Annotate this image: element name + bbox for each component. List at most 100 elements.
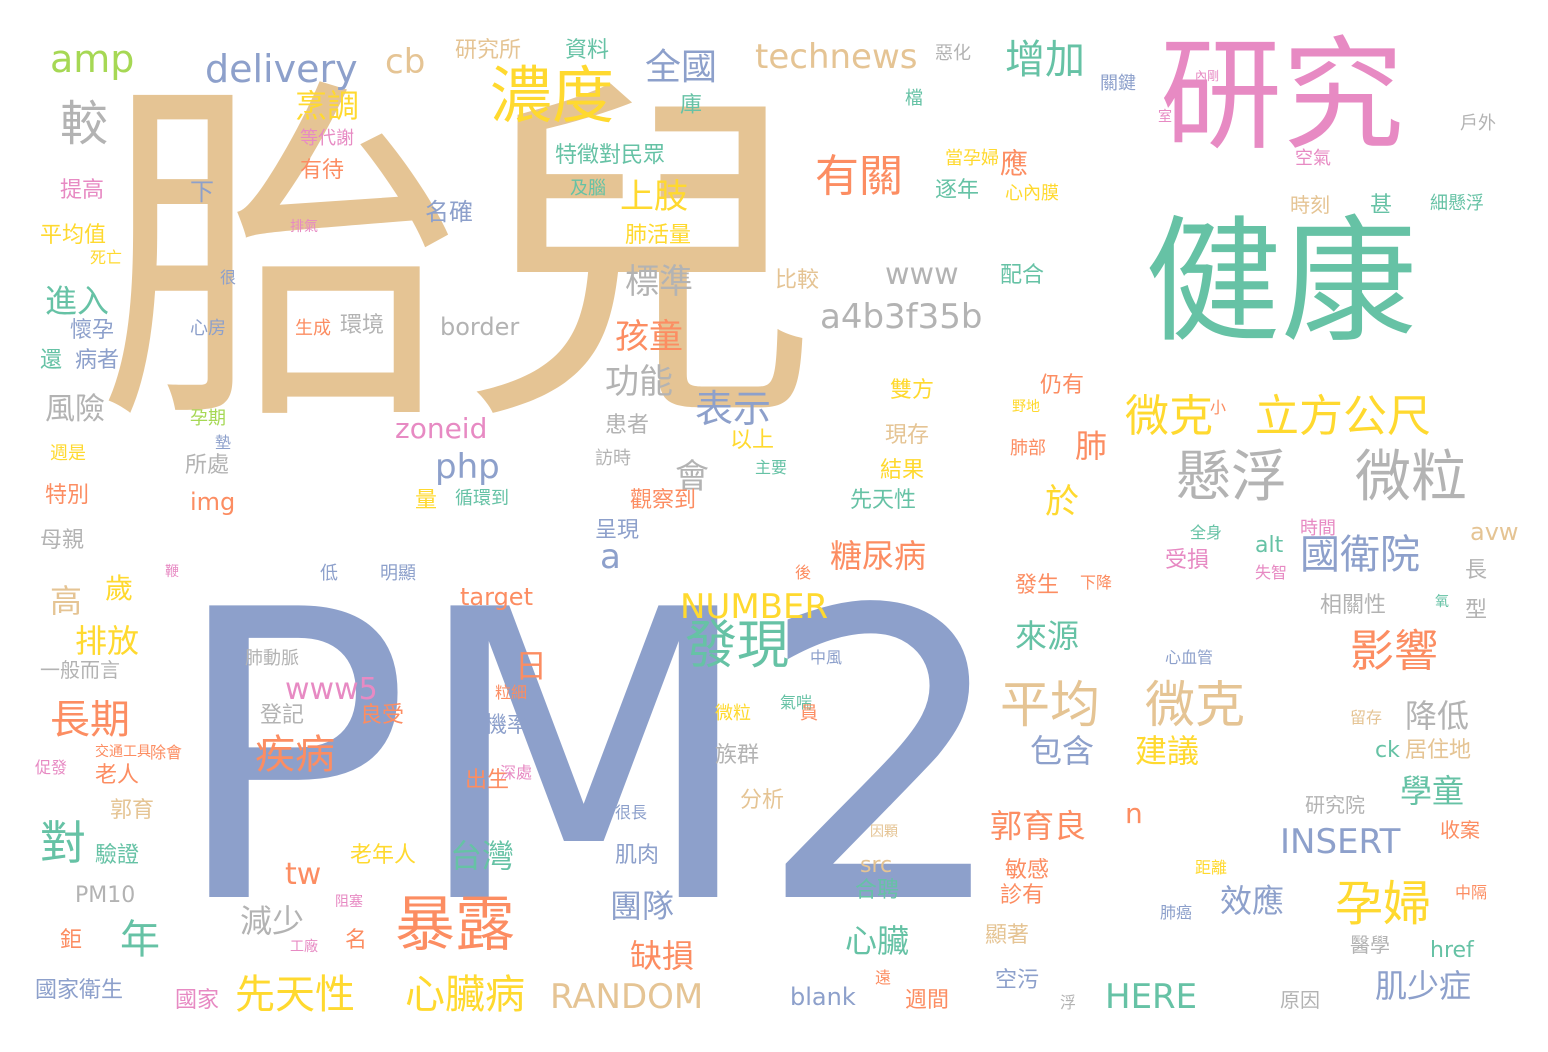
word: 時刻 [1290, 193, 1330, 217]
word: 除會 [150, 743, 183, 762]
word: 呈現 [595, 518, 640, 543]
word: 距離 [1195, 858, 1228, 877]
word: 室 [1158, 109, 1172, 125]
word: 平均值 [40, 223, 107, 248]
word: 建議 [1135, 732, 1200, 770]
word: 週間 [905, 988, 950, 1013]
word: 立方公尺 [1255, 391, 1431, 442]
word: 庫 [680, 93, 703, 118]
word: 特徵對民眾 [555, 143, 666, 168]
word: 醫學 [1350, 933, 1390, 957]
word: 肌肉 [615, 843, 660, 868]
word: 名 [345, 928, 368, 953]
word: 孕婦 [1335, 876, 1432, 932]
word: 老人 [95, 763, 140, 788]
word: 先天性 [235, 972, 355, 1018]
word: cb [385, 42, 426, 82]
word: 標準 [625, 262, 693, 302]
word: 郭育 [110, 798, 155, 823]
word: 胎兒 [100, 50, 820, 469]
word: technews [755, 37, 918, 77]
word: 氣喘 [780, 693, 813, 712]
word: INSERT [1280, 822, 1401, 862]
word: 低 [320, 563, 338, 584]
word: 資料 [565, 38, 610, 63]
word: 明顯 [380, 563, 416, 584]
word: 病者 [75, 348, 120, 373]
word: 會 [675, 457, 709, 497]
word: www5 [285, 672, 378, 707]
word: 阻塞 [335, 894, 363, 910]
word: 下降 [1080, 573, 1113, 592]
word: 以上 [730, 428, 775, 453]
word: 時間 [1300, 518, 1336, 539]
word: 出生 [465, 768, 510, 793]
word: 原因 [1280, 988, 1320, 1012]
word: 日 [515, 647, 548, 685]
word: 上肢 [620, 177, 688, 217]
word: 等代謝 [300, 128, 354, 149]
word: NUMBER [680, 587, 829, 627]
word: 功能 [605, 362, 673, 402]
word: 國衛院 [1300, 532, 1420, 578]
word: 循環到 [455, 488, 509, 509]
word: 空污 [995, 968, 1040, 993]
word: 微克 [1125, 391, 1213, 442]
word: href [1430, 938, 1474, 963]
word: 國家衛生 [35, 978, 124, 1003]
word: 觀察到 [630, 488, 697, 513]
word: 仍有 [1040, 373, 1085, 398]
word: 患者 [605, 413, 650, 438]
word: 檔 [905, 88, 923, 109]
word: 全身 [1190, 523, 1223, 542]
word: alt [1255, 533, 1284, 558]
word: 增加 [1005, 37, 1085, 83]
word: 結果 [880, 458, 925, 483]
word: 中隔 [1455, 883, 1488, 902]
word: 現存 [885, 423, 930, 448]
word: 鉅 [60, 928, 83, 953]
word: 遠 [875, 968, 892, 987]
word: border [440, 313, 520, 341]
word: 甚 [1370, 193, 1393, 218]
word: 烹調 [295, 87, 360, 125]
word: n [1125, 797, 1143, 830]
word: 收案 [1440, 818, 1480, 842]
word: 表示 [695, 387, 772, 431]
word: 野地 [1012, 399, 1040, 415]
word: 先天性 [850, 488, 917, 513]
word: 一般而言 [40, 658, 120, 682]
word: php [435, 447, 500, 487]
word: 於 [1045, 482, 1079, 522]
word: PM2 [170, 527, 1011, 992]
word: 歲 [105, 572, 134, 605]
word: 微粒 [1355, 445, 1467, 510]
word: 交通工具 [95, 744, 151, 760]
word: 生成 [295, 318, 331, 339]
word: 提高 [60, 178, 105, 203]
word: 包含 [1030, 732, 1095, 770]
word: 很 [220, 268, 237, 287]
word: 肺活量 [625, 223, 692, 248]
word: 效應 [1220, 882, 1285, 920]
word: 失智 [1255, 563, 1288, 582]
word: 型 [1465, 598, 1488, 623]
word: 糖尿病 [830, 537, 927, 575]
word: tw [285, 857, 322, 892]
word: ck [1375, 738, 1400, 763]
word: 肺 [1075, 427, 1108, 465]
word: 比較 [775, 268, 820, 293]
word: 及腦 [570, 178, 606, 199]
word: 研究 [1160, 25, 1404, 167]
word: 排氣 [290, 219, 318, 235]
word: www [885, 257, 959, 292]
word: 對 [40, 816, 86, 870]
word: 所處 [185, 453, 230, 478]
word: 風險 [45, 392, 105, 427]
word: a [600, 537, 621, 577]
word: 空氣 [1295, 148, 1331, 169]
word: 發生 [1015, 573, 1060, 598]
word: 內剛 [1195, 69, 1220, 83]
word: 主要 [755, 458, 788, 477]
